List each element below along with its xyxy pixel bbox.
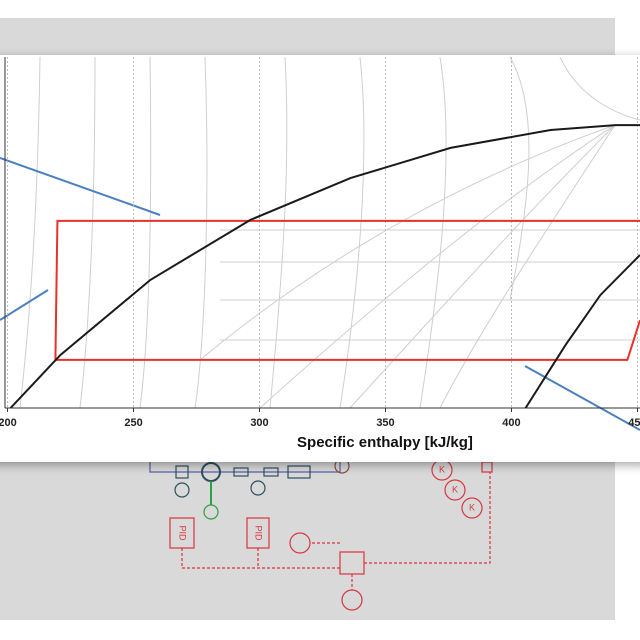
pid-label: PID xyxy=(178,525,188,541)
k-label: K xyxy=(469,502,475,512)
series-line xyxy=(9,124,640,408)
x-tick-label: 250 xyxy=(124,417,142,429)
axes: 200 250 300 350 400 450 xyxy=(0,408,640,429)
x-tick-label: 300 xyxy=(250,417,268,429)
series-line xyxy=(524,254,640,408)
k-label: K xyxy=(452,484,458,494)
x-tick-label: 400 xyxy=(502,417,520,429)
x-tick-label: 350 xyxy=(376,417,394,429)
plot xyxy=(7,57,640,408)
k-label: K xyxy=(439,464,445,474)
x-axis-label: Specific enthalpy [kJ/kg] xyxy=(297,434,473,451)
chart-card xyxy=(0,55,640,462)
x-tick-label: 200 xyxy=(0,417,17,429)
x-tick-label: 450 xyxy=(628,417,640,429)
diagram-isolines xyxy=(19,57,640,408)
pid-label: PID xyxy=(254,525,264,541)
